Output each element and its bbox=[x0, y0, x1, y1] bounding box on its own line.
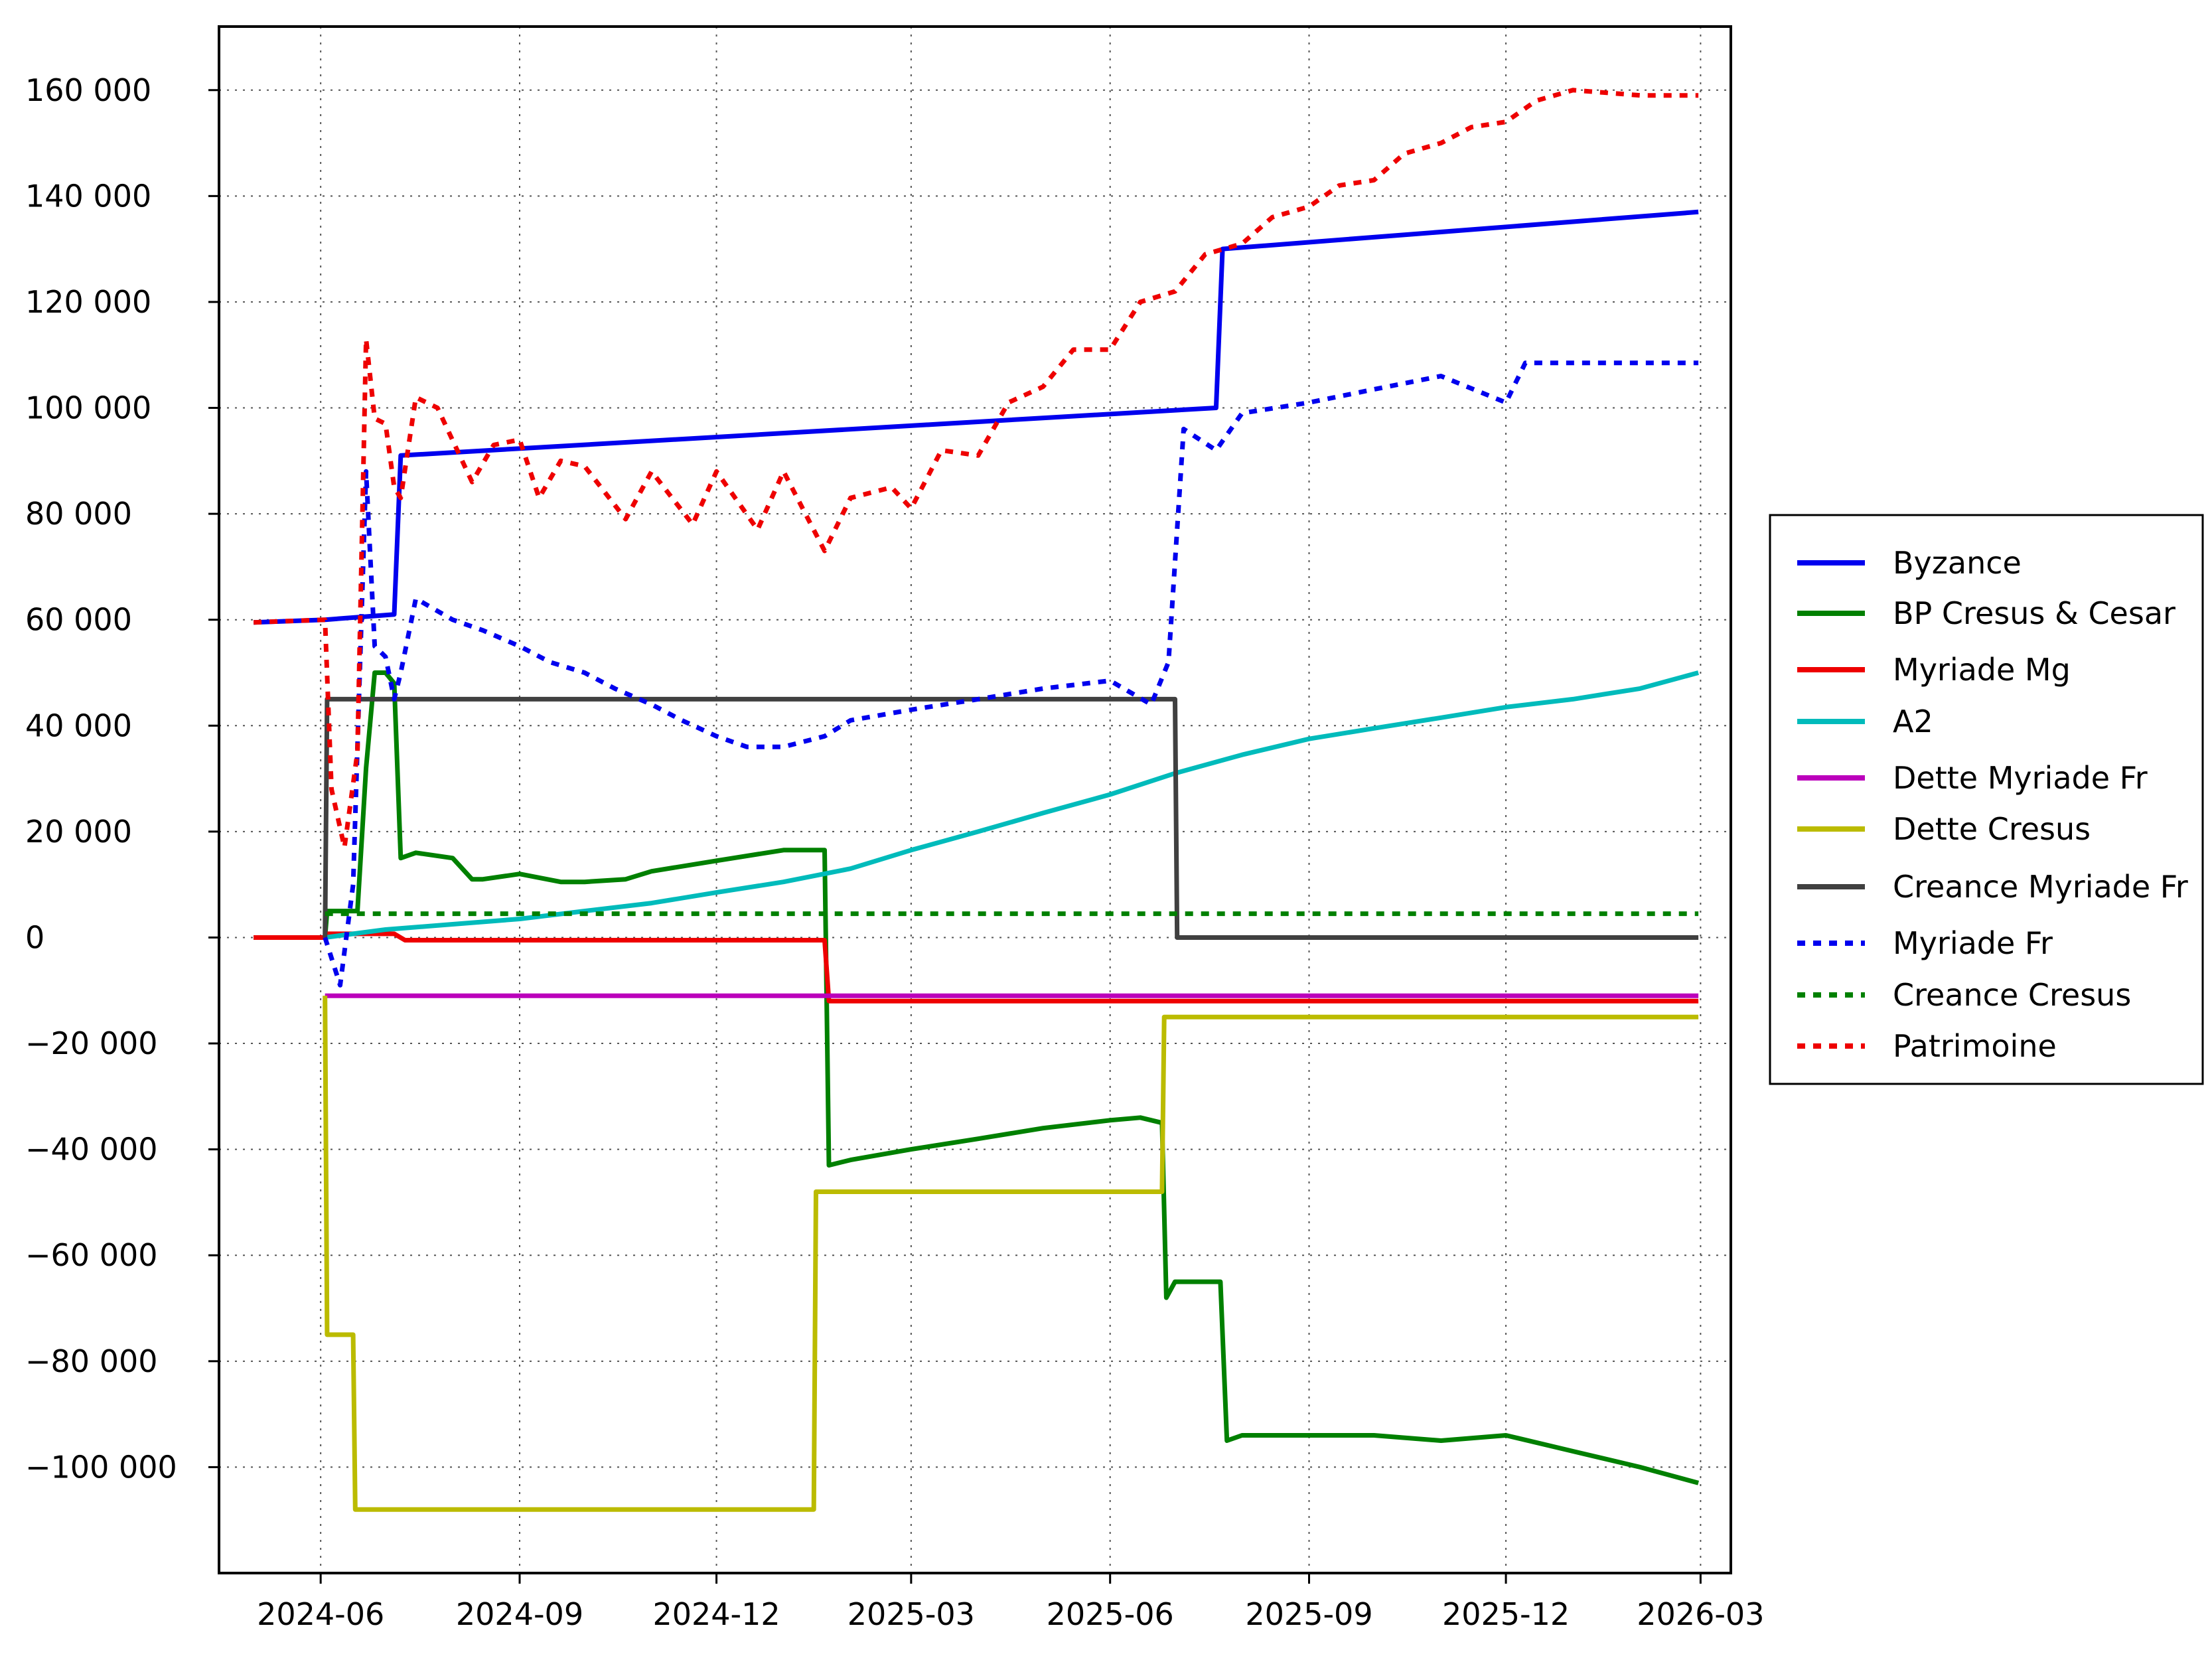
x-tick-label: 2025-09 bbox=[1245, 1596, 1372, 1632]
y-tick-label: −80 000 bbox=[25, 1343, 158, 1379]
plot-frame bbox=[218, 25, 1732, 1574]
series-layer bbox=[253, 88, 1700, 1512]
legend-box bbox=[1769, 514, 2204, 1085]
y-tick-label: 100 000 bbox=[25, 390, 151, 426]
x-tick-label: 2025-06 bbox=[1047, 1596, 1174, 1632]
y-tick-label: 40 000 bbox=[25, 708, 132, 743]
y-tick-label: 80 000 bbox=[25, 496, 132, 532]
axes: 2024-06 2024-09 2024-12 2025-03 2025-06 2025-… bbox=[25, 72, 1764, 1632]
x-tick-label: 2025-12 bbox=[1442, 1596, 1570, 1632]
series-line-myriade-fr bbox=[323, 360, 1699, 988]
legend-label-creance-myriade-fr: Creance Myriade Fr bbox=[1893, 869, 2188, 905]
y-tick-label: −60 000 bbox=[25, 1237, 158, 1273]
legend: Byzance BP Cresus & Cesar Myriade Mg A2 Dett… bbox=[1769, 514, 2204, 1085]
x-tick-label: 2025-03 bbox=[848, 1596, 975, 1632]
y-tick-label: −20 000 bbox=[25, 1025, 158, 1061]
legend-label-patrimoine: Patrimoine bbox=[1893, 1028, 2057, 1064]
legend-label-dette-cresus: Dette Cresus bbox=[1893, 811, 2091, 847]
legend-label-myriade-mg: Myriade Mg bbox=[1893, 652, 2071, 688]
x-tick-label: 2026-03 bbox=[1637, 1596, 1764, 1632]
legend-label-bp-cresus-cesar: BP Cresus & Cesar bbox=[1893, 595, 2175, 631]
series-line-patrimoine bbox=[253, 88, 1699, 850]
legend-label-byzance: Byzance bbox=[1893, 545, 2022, 581]
x-tick-label: 2024-12 bbox=[652, 1596, 780, 1632]
y-tick-label: −100 000 bbox=[25, 1449, 177, 1485]
series-line-bp-cresus-cesar bbox=[254, 670, 1700, 1485]
y-tick-label: 160 000 bbox=[25, 72, 151, 108]
y-tick-label: −40 000 bbox=[25, 1132, 158, 1168]
legend-label-creance-cresus: Creance Cresus bbox=[1893, 977, 2131, 1013]
y-tick-label: 120 000 bbox=[25, 284, 151, 320]
series-line-creance-myriade-fr bbox=[323, 696, 1699, 940]
series-line-dette-cresus bbox=[323, 996, 1699, 1512]
y-tick-label: 60 000 bbox=[25, 602, 132, 638]
y-tick-label: 0 bbox=[25, 919, 44, 955]
legend-label-a2: A2 bbox=[1893, 704, 1933, 739]
x-tick-label: 2024-09 bbox=[456, 1596, 583, 1632]
legend-label-dette-myriade-fr: Dette Myriade Fr bbox=[1893, 760, 2148, 796]
x-tick-label: 2024-06 bbox=[257, 1596, 384, 1632]
y-tick-label: 140 000 bbox=[25, 178, 151, 214]
y-tick-label: 20 000 bbox=[25, 814, 132, 850]
legend-label-myriade-fr: Myriade Fr bbox=[1893, 925, 2053, 961]
